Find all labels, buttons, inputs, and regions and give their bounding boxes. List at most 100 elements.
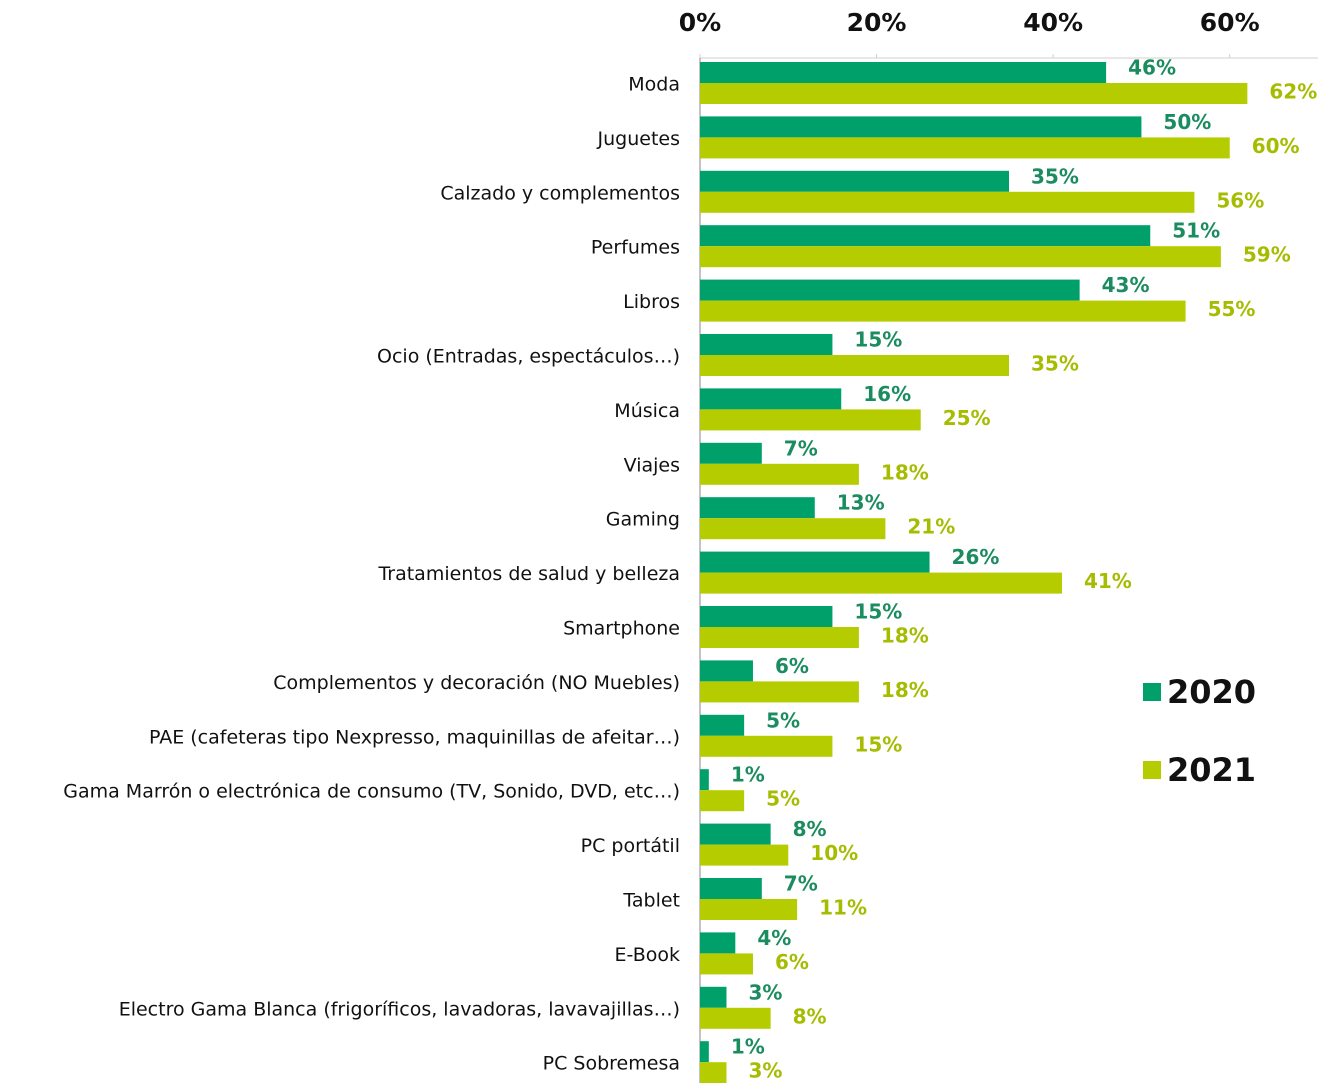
bar <box>700 497 815 519</box>
bar <box>700 551 930 573</box>
bar <box>700 660 753 682</box>
category-label: PC Sobremesa <box>543 1053 680 1075</box>
value-label: 18% <box>881 678 929 702</box>
category-label: Electro Gama Blanca (frigoríficos, lavad… <box>119 998 680 1020</box>
bar <box>700 116 1142 138</box>
category-label: Complementos y decoración (NO Muebles) <box>273 672 680 694</box>
value-label: 51% <box>1172 219 1220 243</box>
value-label: 41% <box>1084 569 1132 593</box>
bar <box>700 790 745 812</box>
value-label: 55% <box>1208 297 1256 321</box>
category-label: Smartphone <box>563 618 680 640</box>
value-label: 3% <box>748 1059 782 1083</box>
bar <box>700 986 727 1008</box>
legend-swatch <box>1143 683 1161 701</box>
x-tick-label: 40% <box>1023 8 1083 37</box>
value-label: 18% <box>881 460 929 484</box>
value-label: 15% <box>854 600 902 624</box>
bar <box>700 714 745 736</box>
category-label: Moda <box>628 74 680 96</box>
category-label: Gaming <box>606 509 680 531</box>
category-label: Tratamientos de salud y belleza <box>377 563 680 585</box>
value-label: 3% <box>748 980 782 1004</box>
value-label: 21% <box>907 515 955 539</box>
bar <box>700 1041 709 1063</box>
value-label: 10% <box>810 841 858 865</box>
value-label: 26% <box>952 545 1000 569</box>
x-tick-label: 20% <box>847 8 907 37</box>
value-label: 46% <box>1128 56 1176 80</box>
value-label: 5% <box>766 787 800 811</box>
category-label: Libros <box>623 291 680 313</box>
category-label: Música <box>614 400 680 422</box>
value-label: 13% <box>837 491 885 515</box>
bar <box>700 518 886 540</box>
bar <box>700 355 1009 376</box>
bar <box>700 334 833 355</box>
bar <box>700 735 833 757</box>
bar <box>700 878 762 899</box>
bar <box>700 1007 771 1029</box>
bar <box>700 83 1248 104</box>
value-label: 35% <box>1031 164 1079 188</box>
bar <box>700 191 1195 213</box>
category-label: Calzado y complementos <box>440 182 680 204</box>
value-label: 62% <box>1269 80 1317 104</box>
bar <box>700 681 859 703</box>
category-label: Tablet <box>622 890 680 912</box>
value-label: 8% <box>793 817 827 841</box>
category-label: Perfumes <box>591 237 680 259</box>
bar <box>700 932 736 954</box>
bar <box>700 769 709 791</box>
legend-label: 2021 <box>1167 751 1256 789</box>
bar <box>700 823 771 845</box>
x-tick-label: 0% <box>679 8 721 37</box>
value-label: 7% <box>784 436 818 460</box>
value-label: 11% <box>819 896 867 920</box>
bar <box>700 170 1009 192</box>
bar <box>700 953 753 975</box>
category-label: Gama Marrón o electrónica de consumo (TV… <box>63 781 680 803</box>
bar <box>700 606 833 627</box>
value-label: 6% <box>775 654 809 678</box>
bar <box>700 442 762 464</box>
x-tick-label: 60% <box>1200 8 1260 37</box>
category-label: Ocio (Entradas, espectáculos…) <box>377 346 680 368</box>
category-label: Viajes <box>624 454 680 476</box>
bar <box>700 627 859 648</box>
value-label: 25% <box>943 406 991 430</box>
bar <box>700 1062 727 1083</box>
bar <box>700 409 921 431</box>
bar <box>700 300 1186 322</box>
value-label: 56% <box>1216 188 1264 212</box>
category-label: E-Book <box>615 944 680 966</box>
category-label: PAE (cafeteras tipo Nexpresso, maquinill… <box>149 726 680 748</box>
value-label: 16% <box>863 382 911 406</box>
value-label: 4% <box>757 926 791 950</box>
bar <box>700 572 1062 594</box>
value-label: 5% <box>766 708 800 732</box>
value-label: 59% <box>1243 243 1291 267</box>
value-label: 50% <box>1163 110 1211 134</box>
value-label: 7% <box>784 872 818 896</box>
bar <box>700 62 1107 83</box>
bar <box>700 279 1080 301</box>
bar <box>700 844 789 866</box>
legend-label: 2020 <box>1167 673 1256 711</box>
value-label: 15% <box>854 732 902 756</box>
value-label: 6% <box>775 950 809 974</box>
value-label: 43% <box>1102 273 1150 297</box>
value-label: 1% <box>731 1035 765 1059</box>
value-label: 60% <box>1252 134 1300 158</box>
bar <box>700 225 1151 247</box>
category-label: PC portátil <box>581 835 680 857</box>
legend-swatch <box>1143 761 1161 779</box>
bar <box>700 388 842 410</box>
bar <box>700 246 1221 268</box>
value-label: 15% <box>854 328 902 352</box>
value-label: 18% <box>881 624 929 648</box>
bar <box>700 899 798 920</box>
value-label: 35% <box>1031 352 1079 376</box>
bar <box>700 463 859 485</box>
